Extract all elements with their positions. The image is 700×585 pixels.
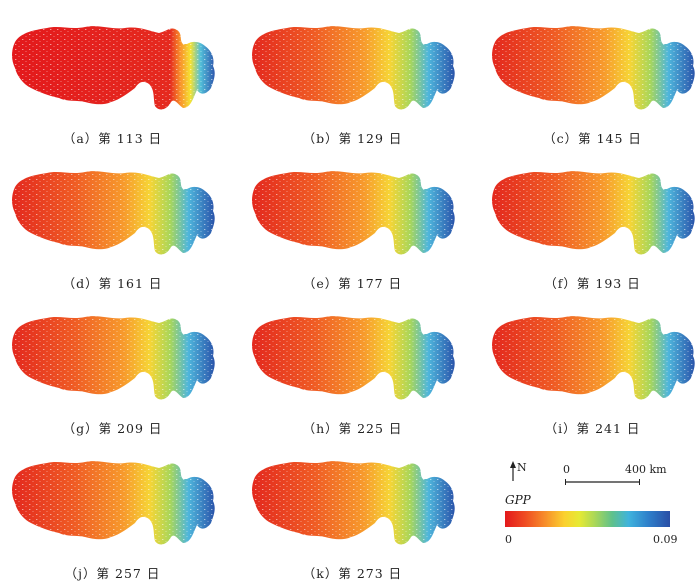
gpp-map xyxy=(252,26,455,110)
map-panel: （b）第 129 日 xyxy=(245,10,460,150)
map-legend: N 0 400 km GPP 0 0.09 xyxy=(495,455,695,580)
region-shape xyxy=(252,171,455,255)
region-shape xyxy=(12,316,215,400)
region-shape xyxy=(492,316,695,400)
map-panel-caption: （g）第 209 日 xyxy=(62,421,163,436)
gpp-map xyxy=(12,171,215,255)
north-arrow-icon xyxy=(510,461,516,481)
map-panel-caption: （j）第 257 日 xyxy=(64,566,161,581)
gpp-map xyxy=(12,461,215,545)
gpp-map xyxy=(12,316,215,400)
north-label: N xyxy=(517,461,527,474)
color-ramp-min-label: 0 xyxy=(505,533,512,546)
gpp-map xyxy=(492,26,695,110)
region-shape xyxy=(12,461,215,545)
scale-bar-line xyxy=(565,479,640,485)
region-shape xyxy=(252,461,455,545)
gpp-map xyxy=(252,316,455,400)
gpp-map xyxy=(12,26,215,110)
gpp-map xyxy=(252,171,455,255)
map-panel-caption: （f）第 193 日 xyxy=(544,276,641,291)
gpp-map xyxy=(252,461,455,545)
region-shape xyxy=(492,26,695,110)
region-shape xyxy=(12,26,215,110)
map-panel-caption: （e）第 177 日 xyxy=(302,276,403,291)
map-panel-caption: （i）第 241 日 xyxy=(544,421,641,436)
map-panel: （j）第 257 日 xyxy=(5,445,220,585)
legend-title: GPP xyxy=(505,493,531,507)
map-panel: （g）第 209 日 xyxy=(5,300,220,440)
scale-bar: 0 400 km xyxy=(563,463,700,493)
region-shape xyxy=(252,316,455,400)
map-panel: （a）第 113 日 xyxy=(5,10,220,150)
map-panel-caption: （c）第 145 日 xyxy=(543,131,642,146)
color-ramp-max-label: 0.09 xyxy=(653,533,678,546)
region-shape xyxy=(12,171,215,255)
color-ramp xyxy=(505,511,670,527)
map-panel: （h）第 225 日 xyxy=(245,300,460,440)
map-panel-caption: （d）第 161 日 xyxy=(62,276,163,291)
map-panel: （c）第 145 日 xyxy=(485,10,700,150)
map-panel-caption: （k）第 273 日 xyxy=(302,566,403,581)
region-shape xyxy=(252,26,455,110)
gpp-map xyxy=(492,171,695,255)
map-panel: （d）第 161 日 xyxy=(5,155,220,295)
map-panel: （i）第 241 日 xyxy=(485,300,700,440)
map-panel-caption: （h）第 225 日 xyxy=(302,421,403,436)
map-panel-caption: （b）第 129 日 xyxy=(302,131,403,146)
map-panel-caption: （a）第 113 日 xyxy=(62,131,163,146)
gpp-map xyxy=(492,316,695,400)
scale-bar-max: 400 km xyxy=(625,463,667,476)
region-shape xyxy=(492,171,695,255)
map-panel: （k）第 273 日 xyxy=(245,445,460,585)
scale-bar-min: 0 xyxy=(563,463,570,476)
map-panel: （e）第 177 日 xyxy=(245,155,460,295)
map-panel: （f）第 193 日 xyxy=(485,155,700,295)
